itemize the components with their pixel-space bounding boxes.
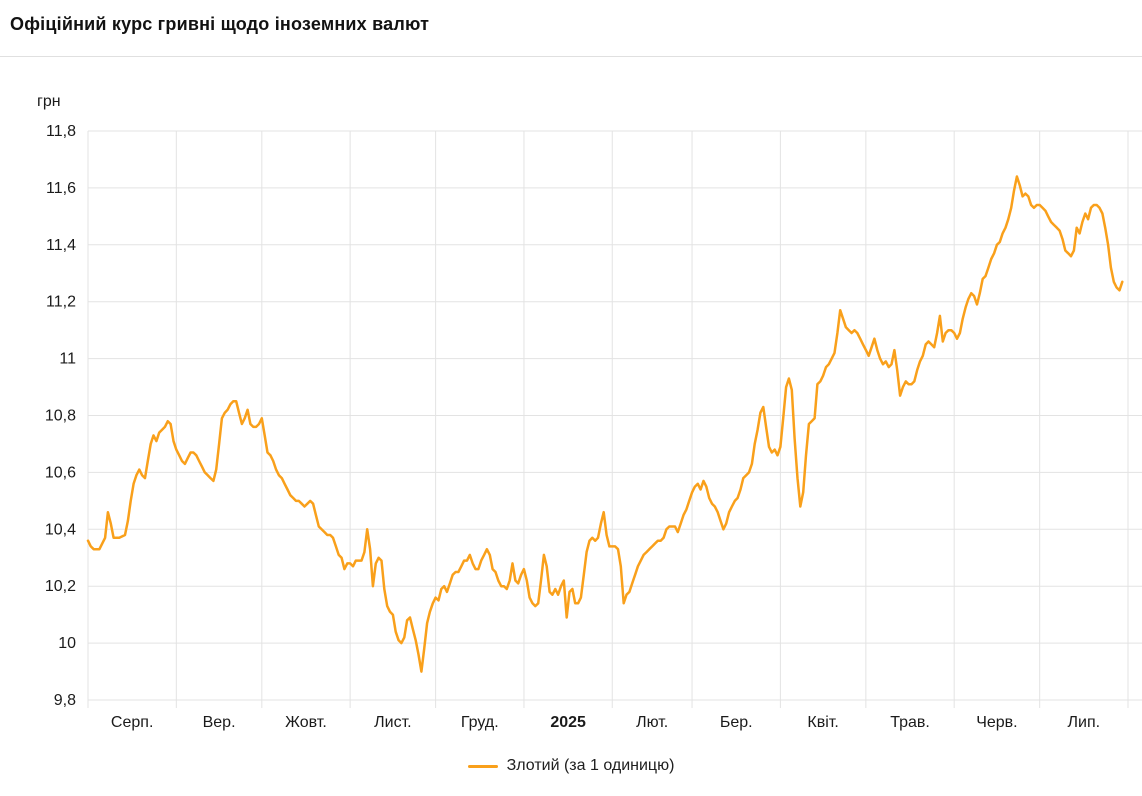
page-header: Офіційний курс гривні щодо іноземних вал… <box>0 0 1142 57</box>
x-month-label: Трав. <box>890 714 930 731</box>
y-tick-label: 10 <box>58 635 76 652</box>
series-line-zloty[interactable] <box>86 175 1124 673</box>
x-month-label: Квіт. <box>807 714 838 731</box>
y-tick-label: 10,8 <box>45 408 76 425</box>
x-month-label: Лют. <box>636 714 668 731</box>
y-axis-unit-label: грн <box>37 93 61 110</box>
x-month-label: Жовт. <box>285 714 327 731</box>
x-month-label: Вер. <box>203 714 236 731</box>
chart-area: 9,8 10 10,2 10,4 10,6 10,8 11 11,2 11,4 11,6 11,8 С… <box>0 60 1142 760</box>
page-title: Офіційний курс гривні щодо іноземних вал… <box>10 14 430 34</box>
y-tick-label: 10,2 <box>45 578 76 595</box>
y-tick-label: 11,8 <box>46 123 76 140</box>
legend-item-zloty[interactable]: Злотий (за 1 одиницю) <box>0 757 1142 775</box>
x-month-label: Лист. <box>374 714 411 731</box>
y-tick-label: 11,2 <box>46 294 76 311</box>
y-tick-label: 10,4 <box>45 521 76 538</box>
legend-line-swatch-icon <box>467 764 498 768</box>
x-month-label: Бер. <box>720 714 753 731</box>
y-tick-label: 10,6 <box>45 464 76 481</box>
x-month-label: Черв. <box>976 714 1017 731</box>
zloty-rate-chart[interactable]: 9,8 10 10,2 10,4 10,6 10,8 11 11,2 11,4 11,6 11,8 С… <box>0 60 1142 760</box>
legend-label: Злотий (за 1 одиницю) <box>506 757 675 774</box>
y-tick-label: 11 <box>59 351 76 368</box>
x-month-label: Груд. <box>461 714 499 731</box>
x-month-label: 2025 <box>550 714 586 731</box>
y-tick-label: 9,8 <box>54 692 76 709</box>
y-tick-label: 11,4 <box>46 237 76 254</box>
x-month-label: Лип. <box>1068 714 1101 731</box>
y-tick-label: 11,6 <box>46 180 76 197</box>
x-month-label: Серп. <box>111 714 153 731</box>
